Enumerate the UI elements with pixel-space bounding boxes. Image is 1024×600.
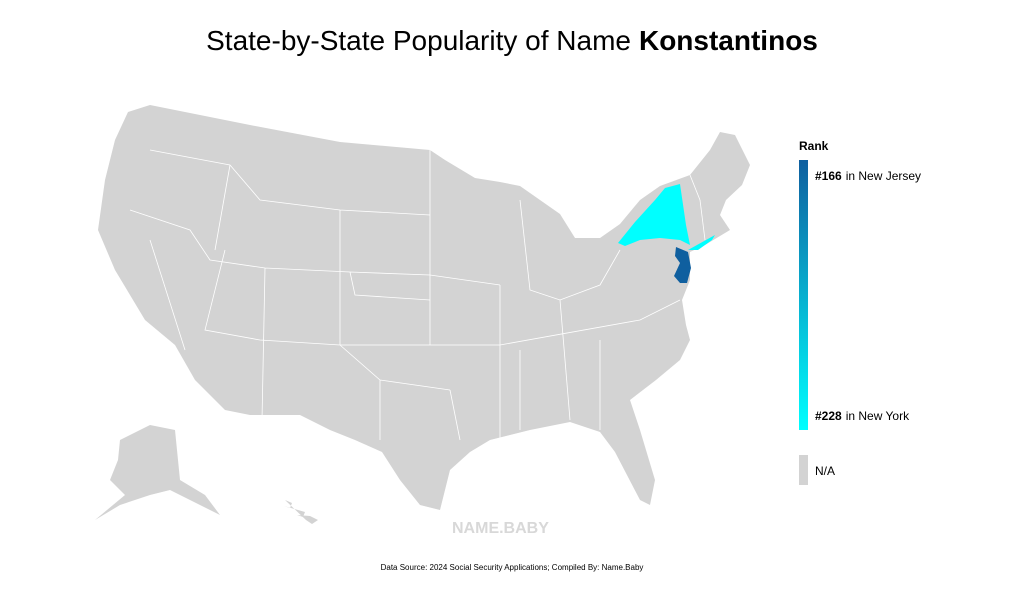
legend-na-label: N/A (815, 464, 835, 478)
new-jersey (674, 247, 691, 283)
legend-top-state: in New Jersey (846, 169, 921, 183)
legend-bottom-rank: #228 (815, 409, 842, 423)
legend-title: Rank (799, 139, 829, 153)
us-map (95, 105, 750, 524)
legend-top: #166 in New Jersey (815, 169, 921, 183)
title-name: Konstantinos (639, 25, 818, 56)
long-island (688, 235, 715, 250)
legend-top-rank: #166 (815, 169, 842, 183)
new-york (618, 184, 690, 246)
legend-bottom-state: in New York (846, 409, 910, 423)
source: Data Source: 2024 Social Security Applic… (381, 563, 644, 572)
highlighted-states (618, 184, 715, 283)
watermark: NAME.BABY (452, 520, 549, 537)
title: State-by-State Popularity of Name Konstan… (206, 25, 818, 56)
state-borders (129, 149, 706, 441)
hawaii (284, 500, 318, 524)
alaska (95, 425, 220, 520)
legend-gradient (799, 160, 808, 430)
mainland (98, 105, 750, 510)
legend-na-swatch (799, 455, 808, 485)
legend-bottom: #228 in New York (815, 409, 910, 423)
title-text: State-by-State Popularity of Name (206, 25, 631, 56)
